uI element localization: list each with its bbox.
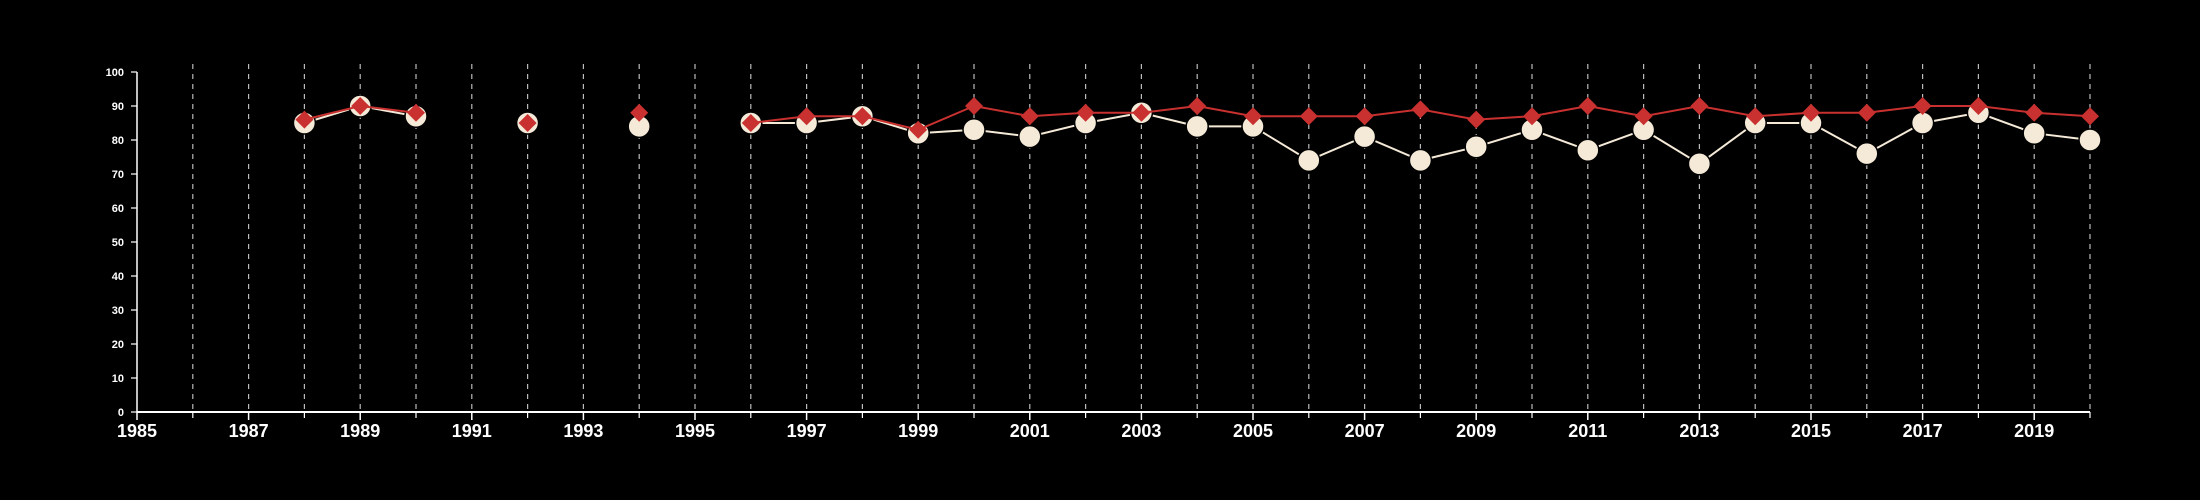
diamond-point — [1690, 97, 1709, 115]
circle-point — [1018, 124, 1042, 149]
circle-point — [1185, 114, 1209, 139]
y-tick-label: 90 — [112, 101, 124, 113]
x-tick-label: 1991 — [452, 421, 492, 441]
diamond-point — [1076, 103, 1095, 122]
y-tick-label: 60 — [112, 203, 124, 215]
diamond-point — [1523, 107, 1541, 126]
x-tick-label: 1993 — [563, 421, 603, 441]
y-tick-label: 20 — [112, 339, 124, 351]
circle-point — [962, 118, 986, 142]
x-tick-label: 1995 — [675, 421, 715, 441]
diamond-point — [2025, 103, 2044, 122]
y-tick-label: 10 — [112, 373, 124, 385]
x-tick-label: 1985 — [117, 421, 157, 441]
diamond-point — [1411, 100, 1430, 119]
diamond-point — [1746, 107, 1765, 126]
x-tick-label: 2005 — [1233, 421, 1273, 441]
axes-layer: 0 10 20 30 40 50 60 70 80 90 100 1985 1987 1989 1991 19… — [106, 67, 2091, 441]
diamond-point — [965, 97, 983, 115]
diamond-point — [1020, 107, 1039, 126]
diamond-point — [1132, 103, 1151, 122]
x-tick-label: 2013 — [1679, 421, 1719, 441]
y-tick-label: 80 — [112, 135, 124, 147]
diamond-point — [853, 107, 872, 126]
circle-point — [2078, 128, 2102, 152]
x-tick-label: 2011 — [1568, 421, 1607, 441]
x-tick-label: 2009 — [1456, 421, 1496, 441]
grid-layer — [192, 64, 2091, 412]
circle-point — [1352, 124, 1377, 149]
x-tick-label: 1999 — [898, 421, 938, 441]
x-tick-label: 2007 — [1345, 421, 1385, 441]
diamond-point — [407, 103, 425, 122]
diamond-point — [1299, 107, 1318, 126]
circle-point — [2022, 121, 2046, 145]
diamond-point — [1244, 107, 1262, 126]
circle-point — [1855, 141, 1879, 166]
diamond-point — [2081, 107, 2099, 126]
y-tick-label: 50 — [112, 237, 124, 249]
diamond-point — [351, 97, 370, 115]
diamond-point — [1188, 97, 1207, 115]
diamond-point — [1578, 97, 1597, 115]
x-tick-label: 2015 — [1791, 421, 1831, 441]
diamond-point — [797, 107, 816, 126]
circle-point — [1408, 148, 1433, 173]
series-layer — [292, 94, 2102, 176]
circle-point — [1910, 111, 1935, 135]
diamond-point — [1857, 103, 1876, 122]
diamond-point — [1634, 107, 1653, 126]
y-tick-label: 100 — [106, 67, 124, 79]
y-tick-label: 70 — [112, 169, 124, 181]
x-tick-label: 1987 — [229, 421, 269, 441]
x-tick-label: 2001 — [1010, 421, 1050, 441]
circle-point — [1464, 135, 1488, 159]
diamond-point — [1355, 107, 1374, 126]
x-tick-label: 2017 — [1903, 421, 1943, 441]
diamond-point — [909, 120, 928, 139]
y-tick-label: 40 — [112, 271, 124, 283]
circle-point — [1687, 152, 1712, 176]
x-tick-label: 2003 — [1121, 421, 1161, 441]
diamond-point — [518, 114, 537, 132]
diamond-point — [295, 110, 314, 129]
diamond-point — [1467, 110, 1486, 129]
diamond-point — [630, 103, 649, 122]
diamond-point — [741, 114, 760, 132]
diamond-point — [1969, 97, 1988, 115]
x-tick-label: 2019 — [2014, 421, 2054, 441]
diamond-point — [1802, 103, 1820, 122]
x-tick-label: 1997 — [787, 421, 827, 441]
x-tick-label: 1989 — [340, 421, 380, 441]
diamond-point — [1913, 97, 1932, 115]
y-tick-label: 0 — [118, 407, 124, 419]
circle-point — [1576, 138, 1600, 162]
circle-point — [1297, 148, 1321, 173]
y-tick-label: 30 — [112, 305, 124, 317]
